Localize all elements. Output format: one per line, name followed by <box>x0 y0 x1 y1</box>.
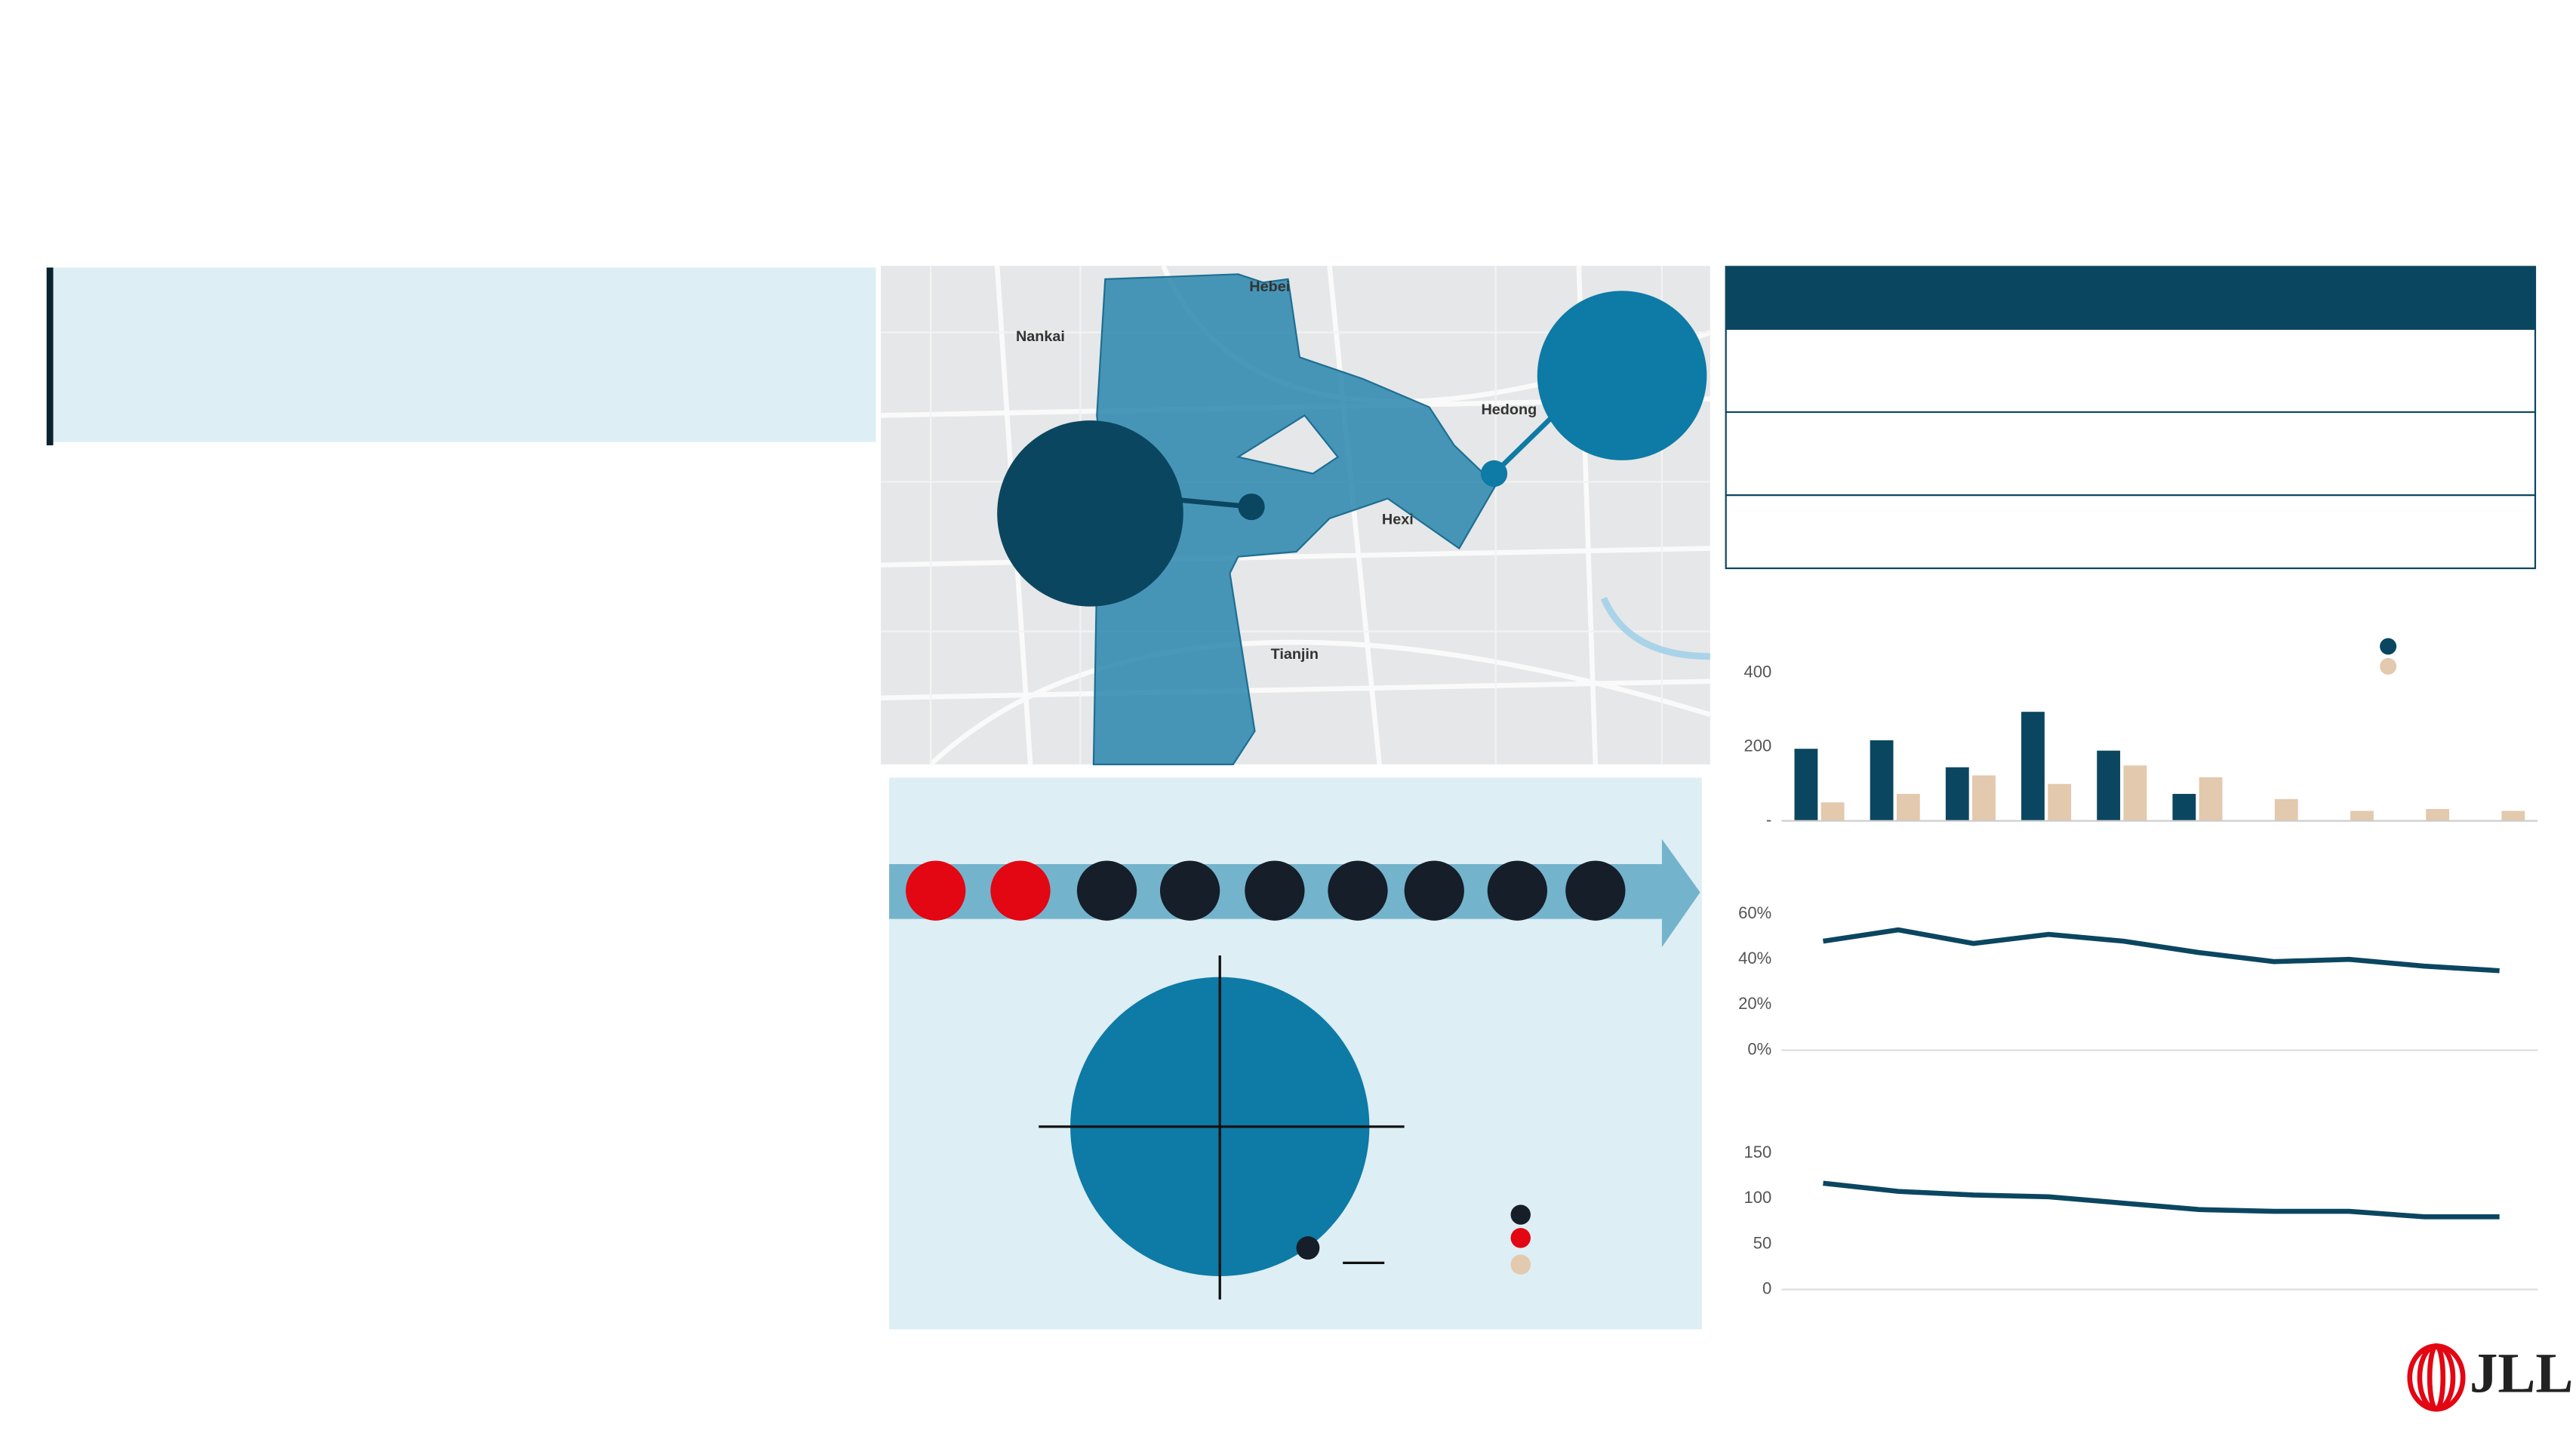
milestone <box>1487 860 1547 921</box>
bar <box>1870 740 1894 821</box>
y-tick-label: 400 <box>1744 663 1772 681</box>
y-tick-label: 150 <box>1744 1143 1772 1161</box>
map-label: Hexi <box>1382 511 1414 528</box>
legend-dot <box>2380 638 2397 655</box>
legend-dot <box>1510 1254 1531 1275</box>
bar <box>1896 793 1920 821</box>
legend-dot <box>1510 1228 1531 1248</box>
intro-panel <box>50 267 876 442</box>
logo-ring <box>2417 1343 2456 1412</box>
bar <box>2172 793 2196 821</box>
y-tick-label: 60% <box>1738 903 1771 922</box>
timeline-panel <box>889 777 1702 1330</box>
logo-ring <box>2427 1343 2446 1412</box>
map-label: Tianjin <box>1271 646 1319 663</box>
y-tick-label: 100 <box>1744 1188 1772 1207</box>
map-label: Hebei <box>1249 278 1290 295</box>
legend-dot <box>1510 1204 1531 1225</box>
bar <box>2048 783 2072 821</box>
y-tick-label: 40% <box>1738 949 1771 968</box>
milestone <box>906 860 966 921</box>
map-label: Hedong <box>1482 401 1537 418</box>
milestone <box>1159 860 1220 921</box>
bar <box>1794 749 1818 821</box>
bar <box>1972 775 1996 821</box>
map-label: Nankai <box>1016 328 1065 345</box>
table-body <box>1725 328 2537 570</box>
y-tick-label: 20% <box>1738 994 1771 1013</box>
milestone <box>990 860 1051 921</box>
table <box>1725 266 2537 570</box>
y-tick-label: 50 <box>1753 1233 1771 1252</box>
milestone <box>1245 860 1305 921</box>
map: Nankai Hebei Hedong Hexi Tianjin <box>880 264 1711 767</box>
line <box>1823 1180 2500 1220</box>
district-area <box>1092 273 1497 765</box>
y-tick-label: 0 <box>1762 1278 1771 1297</box>
pin <box>1480 460 1508 488</box>
bar <box>2274 798 2298 821</box>
logo: JLL <box>2407 1343 2573 1412</box>
pin <box>1238 493 1265 521</box>
bar <box>1945 767 1969 821</box>
accent-bar <box>46 267 54 446</box>
bar <box>2350 811 2374 821</box>
bar <box>2123 765 2147 821</box>
marker <box>1296 1236 1320 1260</box>
milestone <box>1328 860 1388 921</box>
y-tick-label: - <box>1766 811 1771 829</box>
logo-text: JLL <box>2470 1343 2573 1405</box>
river <box>1600 596 1710 660</box>
bar <box>2426 809 2450 821</box>
callout-circle <box>997 420 1183 607</box>
bar <box>2501 811 2525 821</box>
milestone <box>1076 860 1137 921</box>
milestone <box>1404 860 1464 921</box>
line <box>1822 927 2500 974</box>
legend-dot <box>2380 657 2397 675</box>
bar <box>1820 802 1845 821</box>
bar <box>2021 712 2045 821</box>
y-tick-label: 200 <box>1744 737 1772 755</box>
table-header <box>1725 266 2537 329</box>
bar <box>2199 777 2223 821</box>
milestone <box>1565 860 1626 921</box>
callout-circle <box>1537 291 1707 460</box>
y-tick-label: 0% <box>1747 1039 1771 1058</box>
bar <box>2097 750 2121 821</box>
